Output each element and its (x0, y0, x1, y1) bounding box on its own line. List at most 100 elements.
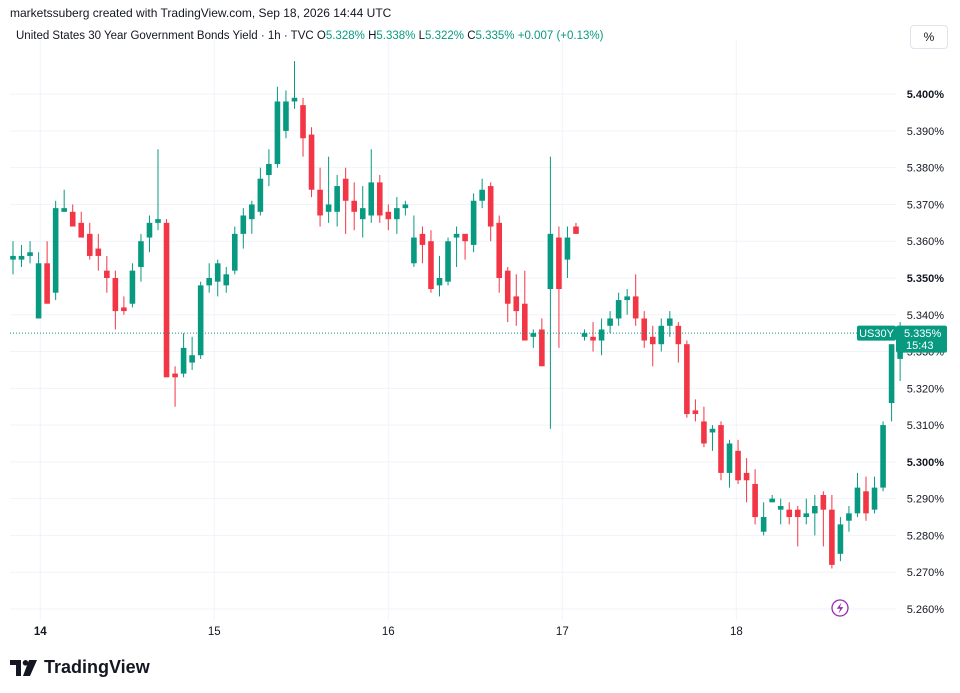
candle-body (61, 208, 67, 212)
candle (735, 439, 741, 484)
candle-body (513, 296, 520, 312)
candle-body (274, 101, 281, 164)
candle-body (777, 506, 784, 510)
candle-body (752, 483, 758, 518)
candle (411, 215, 417, 267)
axes: 5.260% 5.270% 5.280% 5.290% 5.300% 5.310% 5.32… (34, 89, 944, 638)
flash-icon[interactable] (831, 599, 849, 617)
candle-body (573, 226, 579, 234)
candle-body (735, 450, 741, 481)
low-value: 5.322% (425, 30, 465, 42)
candle (146, 215, 153, 253)
x-tick-label: 15 (208, 626, 221, 638)
candle-body (18, 255, 25, 260)
candle (95, 233, 102, 271)
candle (573, 222, 579, 234)
percent-scale-button[interactable]: % (910, 25, 948, 49)
candle-body (35, 263, 42, 319)
candle-body (197, 285, 204, 356)
candle-body (539, 329, 545, 367)
candle-body (667, 318, 673, 326)
candle-body (453, 233, 460, 238)
candle (760, 502, 767, 536)
candle-body (172, 373, 178, 378)
candle (803, 498, 810, 525)
candle-body (223, 274, 230, 286)
candle-body (786, 509, 793, 518)
candle-body (163, 222, 170, 378)
candle-body (479, 189, 485, 201)
candle-body (692, 410, 699, 415)
candle-body (675, 325, 682, 345)
candle-body (590, 336, 596, 341)
candle (197, 281, 204, 359)
candle (18, 244, 25, 267)
candle (129, 263, 136, 308)
candle (359, 186, 366, 238)
candle (69, 204, 76, 227)
y-tick-label: 5.270% (907, 567, 945, 579)
candle (61, 189, 67, 212)
candle (325, 156, 332, 223)
candle-body (180, 347, 187, 374)
low-label: L (418, 30, 425, 42)
candle (581, 329, 588, 341)
candle (462, 233, 468, 260)
candle (564, 226, 571, 278)
candle-body (803, 513, 810, 518)
candle (283, 90, 289, 139)
symbol-name: United States 30 Year Government Bonds Y… (16, 30, 314, 42)
candle-body (428, 241, 434, 290)
candle (701, 406, 707, 448)
candle-body (189, 355, 195, 363)
candle (547, 156, 554, 429)
candle (624, 289, 630, 315)
candle (112, 270, 119, 330)
symbol-legend[interactable]: United States 30 Year Government Bonds Y… (16, 30, 603, 42)
candle-body (701, 421, 707, 444)
candle-body (718, 425, 724, 473)
candle-body (641, 318, 648, 341)
candle-body (812, 506, 818, 514)
candle-body (598, 329, 605, 341)
y-tick-label: 5.280% (907, 530, 945, 542)
y-tick-label: 5.370% (907, 199, 945, 211)
candle (231, 226, 238, 275)
candle-body (69, 211, 76, 227)
candle (726, 439, 733, 488)
candle-body (632, 296, 639, 319)
high-value: 5.338% (376, 30, 416, 42)
y-tick-label: 5.300% (907, 457, 945, 469)
candle (402, 200, 409, 216)
candle-body (522, 303, 528, 341)
candle (846, 506, 852, 532)
candle (300, 97, 306, 157)
candle (445, 237, 451, 286)
candle-body (342, 178, 349, 201)
candle-body (52, 208, 59, 293)
candle-body (863, 491, 869, 514)
candle-body (871, 487, 878, 510)
candle-body (880, 425, 886, 488)
candle (368, 149, 375, 223)
x-tick-label: 16 (382, 626, 395, 638)
candle (522, 270, 528, 341)
candle-body (829, 509, 835, 565)
candle (479, 178, 485, 209)
candle (394, 197, 400, 234)
candle (163, 219, 170, 378)
candle-body (104, 270, 110, 278)
candle (530, 329, 537, 348)
candle-body (888, 344, 895, 404)
candle (257, 167, 264, 216)
candle (615, 292, 622, 326)
candle (487, 182, 494, 242)
y-tick-label: 5.360% (907, 236, 945, 248)
tradingview-logo[interactable]: TradingView (10, 657, 150, 678)
candle-body (27, 252, 33, 256)
brand-name: TradingView (44, 657, 150, 677)
candle (155, 149, 161, 231)
candle (539, 318, 545, 367)
candle-body (769, 498, 775, 503)
